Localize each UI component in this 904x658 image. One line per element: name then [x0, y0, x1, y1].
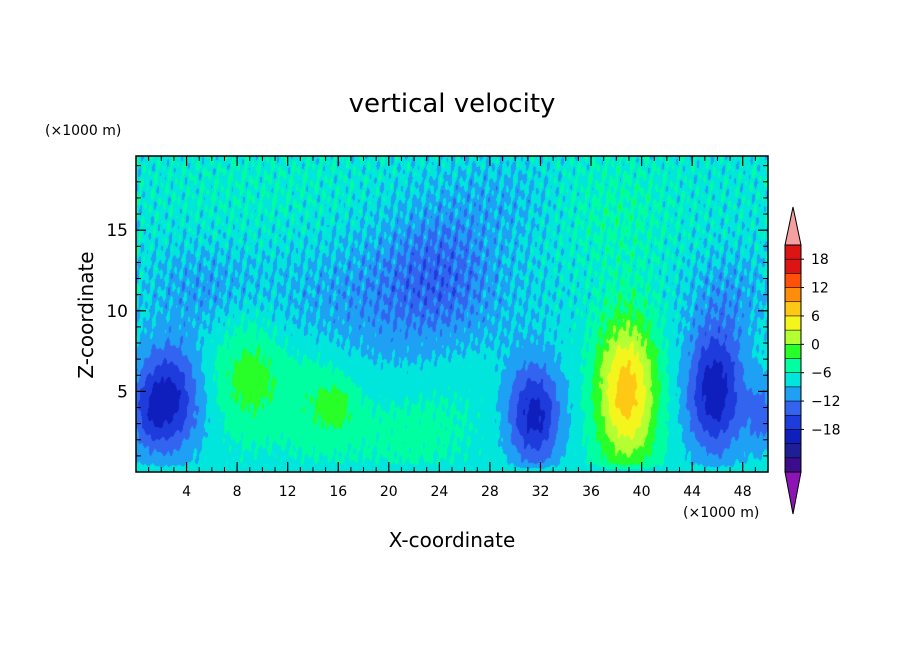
- colorbar-tick-label: −6: [811, 366, 832, 382]
- plot-area: [136, 156, 768, 472]
- colorbar-tick-label: 6: [811, 309, 820, 325]
- y-tick-label: 15: [106, 221, 128, 241]
- y-axis-unit: (×1000 m): [45, 123, 121, 139]
- y-axis-label: Z-coordinate: [74, 251, 98, 378]
- colorbar-band: [785, 330, 801, 345]
- x-axis-ticks: 4 8 12 16 20 24 28 32 36 40 44 48: [148, 156, 756, 500]
- x-tick-label: 48: [734, 484, 752, 500]
- colorbar-over-triangle: [784, 206, 802, 246]
- colorbar-band: [785, 358, 801, 374]
- x-tick-label: 28: [481, 484, 499, 500]
- y-tick-label: 5: [117, 382, 128, 402]
- colorbar-band: [785, 401, 801, 416]
- colorbar-band: [785, 273, 801, 289]
- velocity-contour-field: [136, 156, 768, 472]
- colorbar-band: [785, 457, 801, 473]
- colorbar-band: [785, 259, 801, 274]
- x-tick-label: 36: [582, 484, 600, 500]
- x-tick-label: 12: [279, 484, 297, 500]
- x-tick-label: 40: [633, 484, 651, 500]
- x-tick-label: 24: [430, 484, 448, 500]
- colorbar-under-triangle: [784, 471, 802, 515]
- chart-title: vertical velocity: [349, 89, 556, 119]
- colorbar-band: [785, 415, 801, 430]
- colorbar-band: [785, 301, 801, 317]
- colorbar: 18 12 6 0 −6 −12 −18: [784, 206, 841, 515]
- colorbar-tick-label: 0: [811, 337, 820, 353]
- colorbar-tick-label: −12: [811, 394, 841, 410]
- y-tick-label: 10: [106, 302, 128, 322]
- x-tick-label: 32: [532, 484, 550, 500]
- x-tick-label: 8: [233, 484, 242, 500]
- x-tick-label: 4: [182, 484, 191, 500]
- colorbar-band: [785, 443, 801, 459]
- x-axis-unit: (×1000 m): [683, 505, 759, 521]
- colorbar-band: [785, 429, 801, 445]
- colorbar-tick-label: 12: [811, 281, 829, 297]
- colorbar-band: [785, 386, 801, 402]
- colorbar-band: [785, 344, 801, 359]
- colorbar-band: [785, 287, 801, 303]
- colorbar-band: [785, 315, 801, 331]
- colorbar-band: [785, 372, 801, 388]
- x-tick-label: 20: [380, 484, 398, 500]
- colorbar-tick-label: −18: [811, 422, 841, 438]
- y-axis-ticks: 5 10 15: [106, 165, 768, 457]
- x-tick-label: 16: [329, 484, 347, 500]
- x-tick-label: 44: [683, 484, 701, 500]
- colorbar-band: [785, 245, 801, 260]
- colorbar-tick-label: 18: [811, 252, 829, 268]
- x-axis-label: X-coordinate: [389, 528, 516, 552]
